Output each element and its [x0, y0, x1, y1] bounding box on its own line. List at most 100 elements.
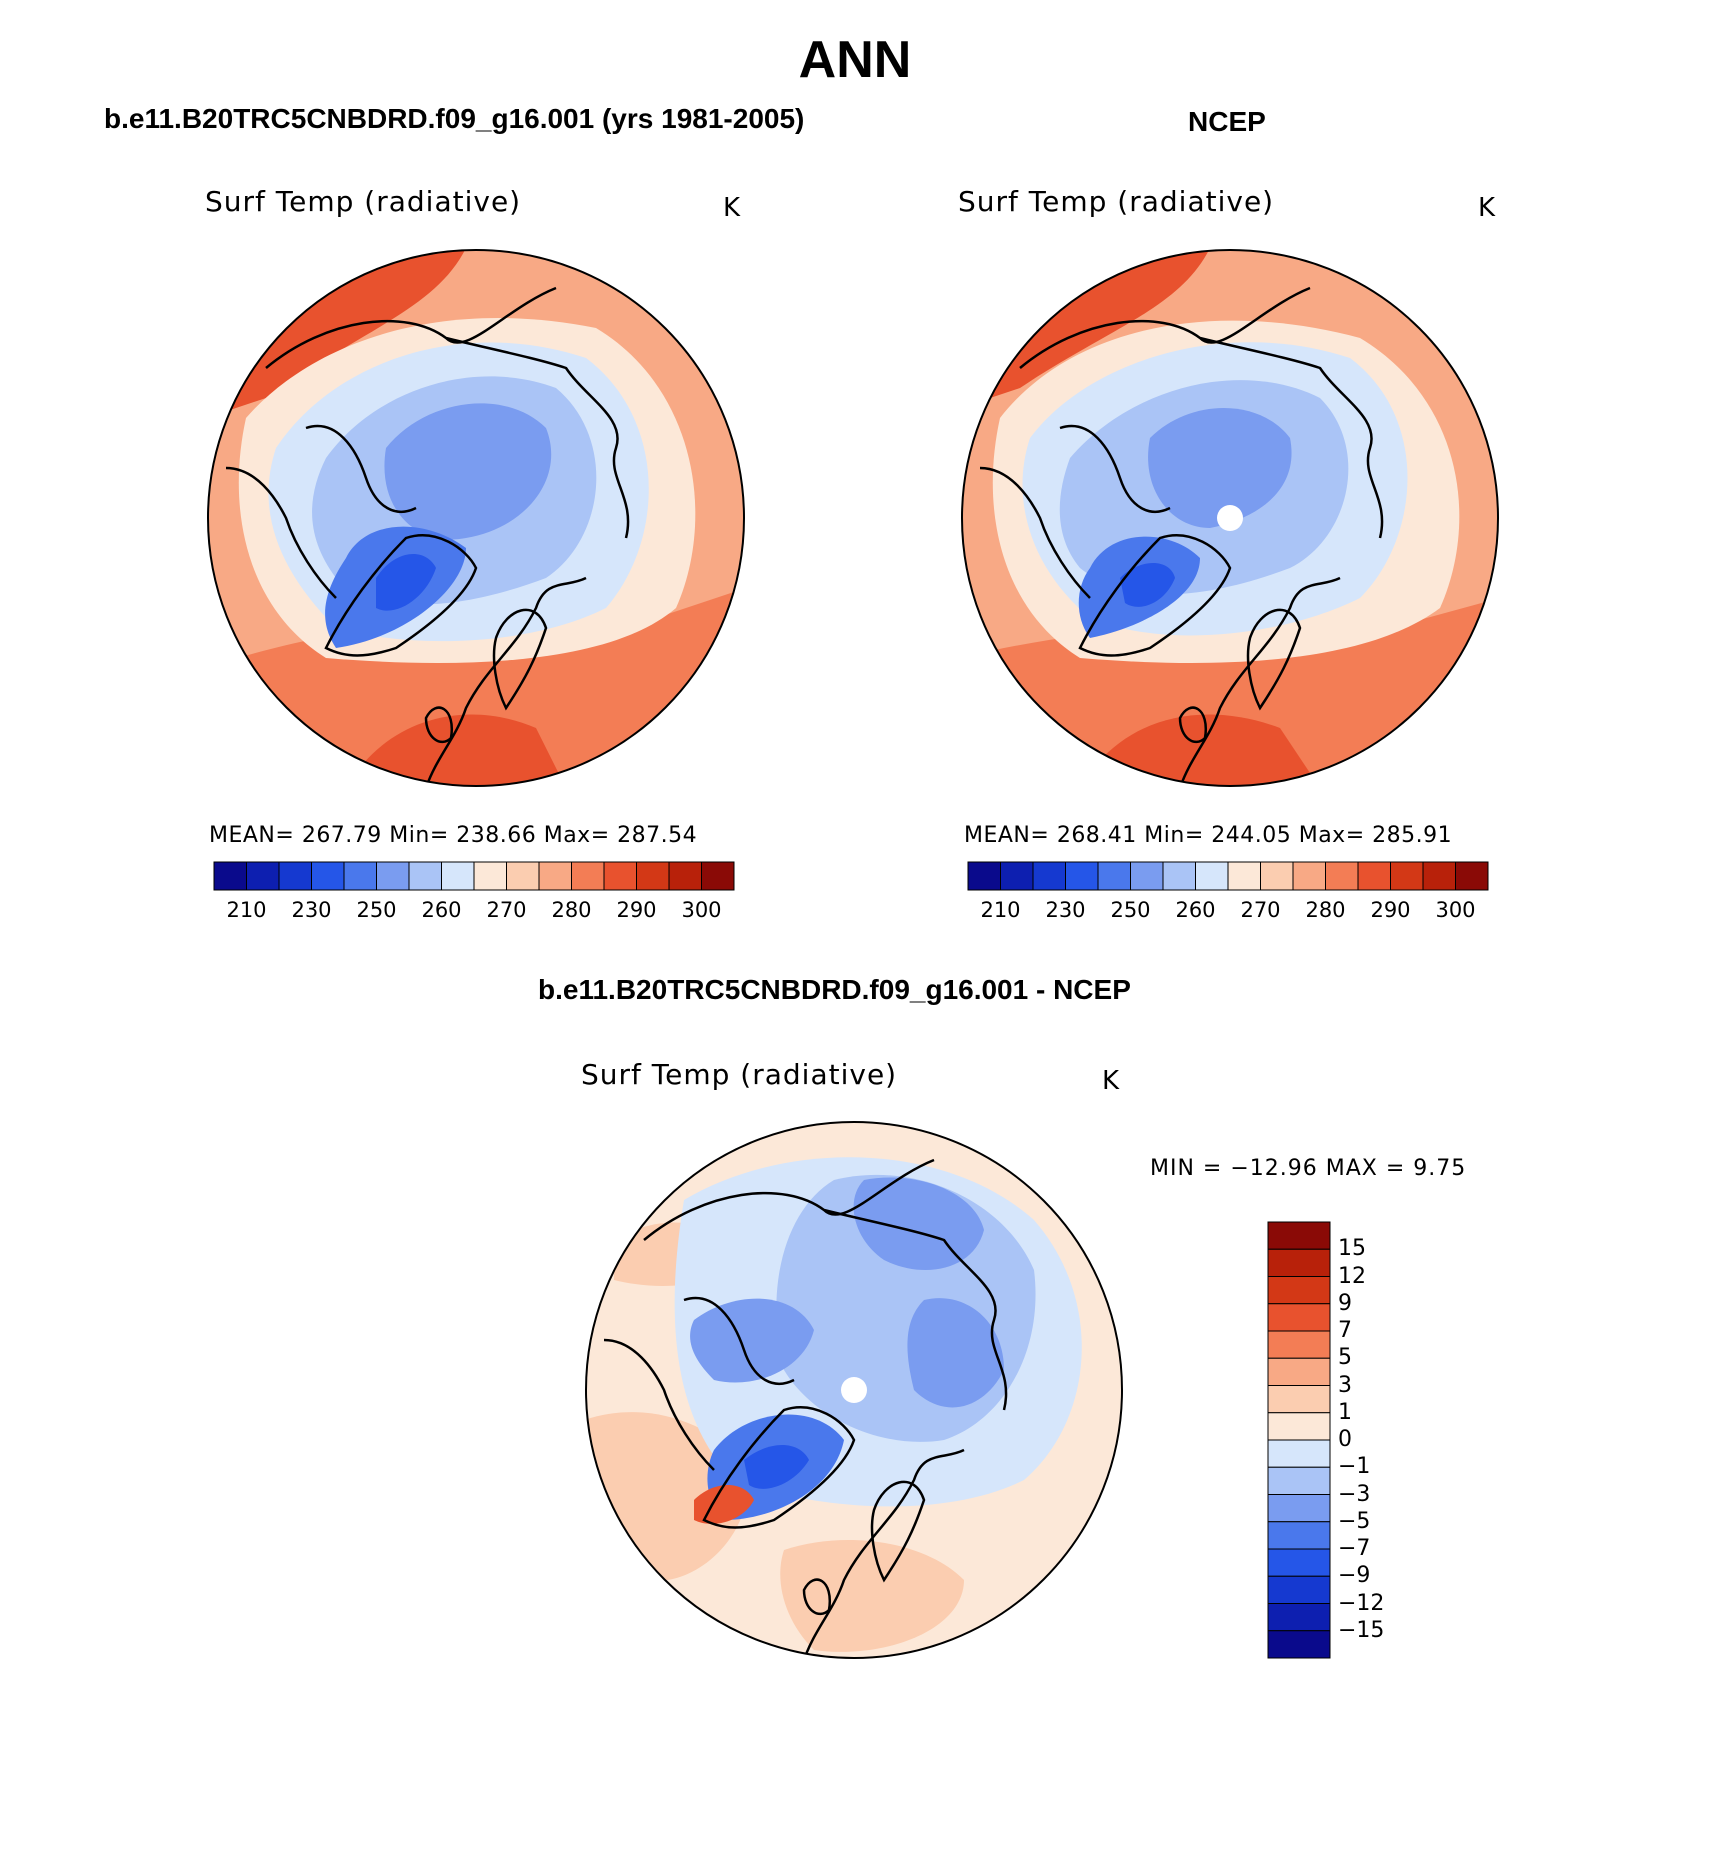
greenland-core	[376, 554, 436, 611]
colorbar-tick-label: 300	[1435, 898, 1476, 922]
colorbar-swatch	[636, 861, 670, 891]
colorbar-tick-label: 15	[1338, 1236, 1366, 1262]
panel1-colorbar	[213, 861, 735, 891]
canada-cold	[690, 1298, 814, 1383]
colorbar-swatch	[1455, 861, 1489, 891]
panel3-colorbar	[1267, 1221, 1331, 1659]
colorbar-tick-label: 250	[356, 898, 397, 922]
panel2-colorbar-ticks: 210 230 250 260 270 280 290 300	[968, 898, 1488, 928]
colorbar-tick-label: 3	[1338, 1372, 1352, 1398]
panel3-unit: K	[1102, 1066, 1120, 1096]
colorbar-swatch	[1267, 1412, 1331, 1441]
colorbar-tick-label: 5	[1338, 1345, 1352, 1371]
colorbar-swatch	[376, 861, 410, 891]
colorbar-swatch	[441, 861, 475, 891]
colorbar-swatch	[571, 861, 605, 891]
colder-core	[1148, 408, 1292, 528]
colorbar-swatch	[1267, 1385, 1331, 1414]
colorbar-swatch	[343, 861, 377, 891]
panel1-case-title: b.e11.B20TRC5CNBDRD.f09_g16.001 (yrs 198…	[104, 103, 805, 134]
colorbar-tick-label: 300	[681, 898, 722, 922]
panel1-stats: MEAN= 267.79 Min= 238.66 Max= 287.54	[209, 823, 698, 848]
colorbar-swatch	[1292, 861, 1326, 891]
colorbar-swatch	[1267, 1248, 1331, 1277]
coastline-greenland	[324, 534, 478, 657]
panel2-case-title: NCEP	[1188, 106, 1266, 137]
colorbar-tick-label: −15	[1338, 1617, 1385, 1643]
coastline-scandinavia	[802, 1480, 926, 1616]
colorbar-swatch	[1260, 861, 1294, 891]
greenland-core	[744, 1445, 809, 1489]
colorbar-swatch	[1422, 861, 1456, 891]
coastline-greenland	[702, 1406, 856, 1529]
colorbar-swatch	[1267, 1221, 1331, 1250]
colorbar-tick-label: 0	[1338, 1427, 1352, 1452]
colorbar-swatch	[1267, 1276, 1331, 1305]
colorbar-tick-label: 290	[616, 898, 657, 922]
panel3-variable-label: Surf Temp (radiative)	[581, 1058, 898, 1091]
colder-arctic	[853, 1177, 984, 1270]
colorbar-tick-label: 9	[1338, 1290, 1352, 1316]
colder-east	[907, 1298, 1004, 1408]
colorbar-swatch	[1357, 861, 1391, 891]
coastline-eurasia	[643, 1158, 1008, 1658]
colorbar-swatch	[278, 861, 312, 891]
panel2-unit: K	[1478, 193, 1496, 223]
greenland-core	[1120, 563, 1175, 607]
colorbar-swatch	[1267, 1630, 1331, 1659]
colorbar-swatch	[1000, 861, 1034, 891]
colorbar-swatch	[1065, 861, 1099, 891]
colorbar-swatch	[668, 861, 702, 891]
colorbar-swatch	[1325, 861, 1359, 891]
panel2-colorbar	[967, 861, 1489, 891]
panel1-colorbar-ticks: 210 230 250 260 270 280 290 300	[214, 898, 734, 928]
colorbar-tick-label: 270	[486, 898, 527, 922]
warm-hotspot-greenland	[694, 1485, 754, 1524]
coastline-scandinavia	[424, 608, 548, 744]
warm-patch-s	[780, 1540, 964, 1652]
panel3-colorbar-ticks: 15 12 9 7 5 3 1 0 −1 −3 −5 −7 −9 −12 −15	[1338, 1222, 1418, 1658]
deep-warm-south	[346, 714, 566, 786]
colorbar-tick-label: −3	[1338, 1481, 1371, 1507]
panel1-unit: K	[723, 193, 741, 223]
colorbar-swatch	[967, 861, 1001, 891]
pole-hole	[1217, 505, 1243, 531]
colorbar-tick-label: 7	[1338, 1318, 1352, 1343]
coastline-north-america	[979, 424, 1171, 599]
colorbar-tick-label: 210	[226, 898, 267, 922]
colorbar-swatch	[246, 861, 280, 891]
colorbar-swatch	[1267, 1466, 1331, 1495]
colorbar-swatch	[1390, 861, 1424, 891]
colorbar-swatch	[473, 861, 507, 891]
colorbar-swatch	[1195, 861, 1229, 891]
colorbar-tick-label: −1	[1338, 1454, 1371, 1480]
colorbar-swatch	[1267, 1439, 1331, 1468]
coastline-eurasia	[1019, 286, 1384, 786]
panel2-polar-map	[961, 249, 1499, 787]
colorbar-tick-label: −9	[1338, 1563, 1371, 1589]
panel1-polar-map	[207, 249, 745, 787]
panel3-stats: MIN = −12.96 MAX = 9.75	[1150, 1156, 1467, 1181]
colorbar-swatch	[506, 861, 540, 891]
panel2-variable-label: Surf Temp (radiative)	[958, 185, 1275, 218]
colorbar-swatch	[603, 861, 637, 891]
coastline-scandinavia	[1178, 608, 1302, 744]
colorbar-swatch	[1097, 861, 1131, 891]
colorbar-swatch	[1130, 861, 1164, 891]
colder-core	[384, 403, 552, 540]
colorbar-tick-label: 210	[980, 898, 1021, 922]
coastline-eurasia	[265, 286, 630, 786]
coastline-greenland	[1078, 534, 1232, 657]
colorbar-tick-label: 280	[1305, 898, 1346, 922]
colorbar-swatch	[1032, 861, 1066, 891]
colorbar-tick-label: −7	[1338, 1536, 1371, 1561]
colorbar-swatch	[311, 861, 345, 891]
colorbar-swatch	[1267, 1357, 1331, 1386]
colorbar-swatch	[701, 861, 735, 891]
colorbar-tick-label: 280	[551, 898, 592, 922]
colorbar-swatch	[1267, 1521, 1331, 1550]
colorbar-swatch	[1267, 1303, 1331, 1332]
page-title: ANN	[798, 31, 912, 89]
colorbar-tick-label: 230	[291, 898, 332, 922]
panel3-polar-map	[585, 1121, 1123, 1659]
